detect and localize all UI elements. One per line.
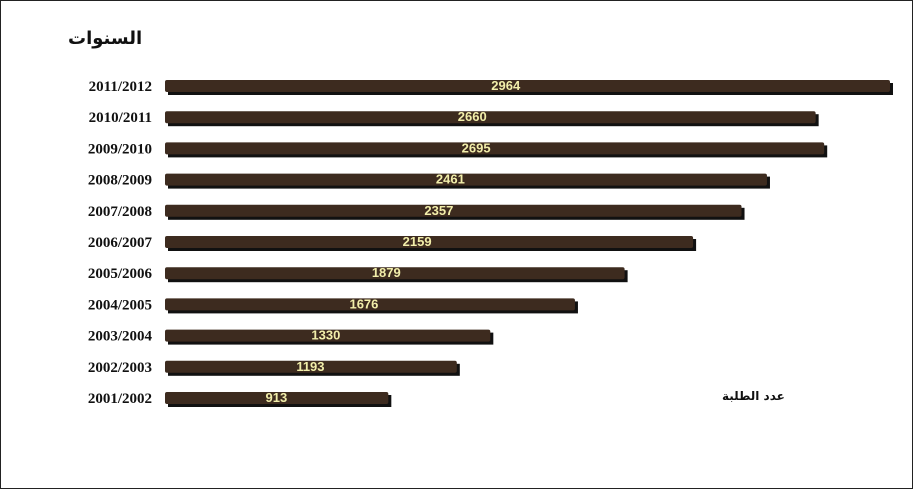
bar-value-label: 1193 xyxy=(296,359,324,374)
category-label: 2004/2005 xyxy=(88,297,152,313)
series-label: عدد الطلبة xyxy=(722,389,785,403)
bar xyxy=(165,236,694,248)
bar xyxy=(165,80,890,92)
bar-value-label: 1879 xyxy=(372,265,401,280)
bar-value-label: 1676 xyxy=(349,296,378,311)
bar xyxy=(165,142,825,155)
bar-value-label: 2357 xyxy=(424,203,453,218)
bar xyxy=(165,360,457,373)
category-label: 2009/2010 xyxy=(88,141,152,157)
category-label: 2008/2009 xyxy=(88,173,152,189)
bar xyxy=(165,392,389,404)
bar-value-label: 1330 xyxy=(311,328,340,343)
bar-value-label: 913 xyxy=(265,390,287,405)
category-label: 2007/2008 xyxy=(88,204,152,220)
category-label: 2006/2007 xyxy=(88,235,153,251)
category-label: 2002/2003 xyxy=(88,360,152,376)
bar xyxy=(165,267,625,280)
bar-value-label: 2964 xyxy=(491,78,521,93)
bar xyxy=(165,298,575,311)
y-axis-title: السنوات xyxy=(68,28,143,49)
category-label: 2011/2012 xyxy=(89,79,152,95)
bar-value-label: 2461 xyxy=(436,172,465,187)
bar xyxy=(165,111,816,124)
bar xyxy=(165,329,491,342)
bar xyxy=(165,173,767,186)
category-label: 2003/2004 xyxy=(88,329,153,345)
bar-value-label: 2159 xyxy=(403,234,432,249)
category-label: 2010/2011 xyxy=(89,110,152,126)
category-label: 2005/2006 xyxy=(88,266,153,282)
bar xyxy=(165,204,742,217)
bar-value-label: 2695 xyxy=(462,140,491,155)
category-label: 2001/2002 xyxy=(88,391,152,407)
bar-value-label: 2660 xyxy=(458,109,487,124)
